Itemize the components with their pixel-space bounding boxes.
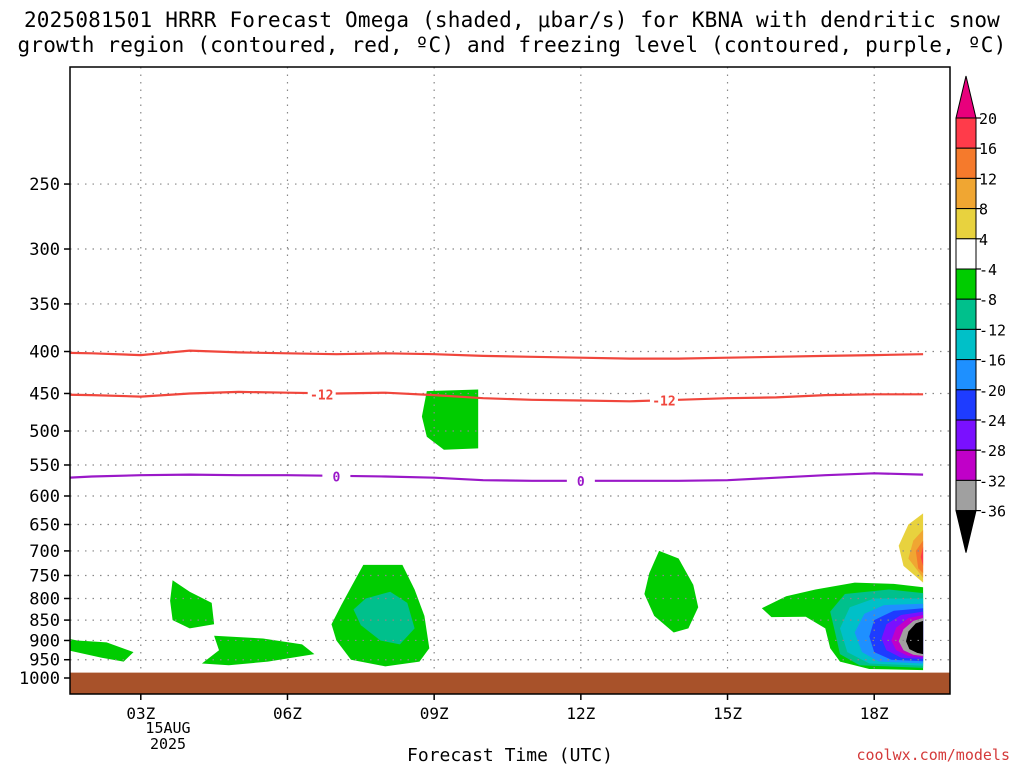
colorbar-label-12: 12 xyxy=(979,170,997,188)
colorbar-top-arrow xyxy=(955,75,977,119)
colorbar-label--8: -8 xyxy=(979,291,997,309)
omega-region-2 xyxy=(133,236,144,278)
colorbar-tile-0 xyxy=(955,117,977,149)
y-tick-label-300: 300 xyxy=(29,240,60,260)
x-tick-label-18Z: 18Z xyxy=(860,704,889,723)
x-tick-label-12Z: 12Z xyxy=(566,704,595,723)
ground-fill xyxy=(70,672,950,694)
colorbar: 20 16 12 8 4 -4 -8 -12 -16 -20 -24 -28 -32 -36 xyxy=(955,75,1006,553)
colorbar-label--28: -28 xyxy=(979,442,1006,460)
y-tick-label-450: 450 xyxy=(29,384,60,404)
colorbar-label--32: -32 xyxy=(979,472,1006,490)
y-tick-label-250: 250 xyxy=(29,175,60,195)
colorbar-label--24: -24 xyxy=(979,412,1006,430)
colorbar-label--12: -12 xyxy=(979,321,1006,339)
y-tick-label-1000: 1000 xyxy=(19,669,60,689)
omega-region-15 xyxy=(644,550,699,633)
omega-region-30 xyxy=(906,620,924,655)
omega-region-14 xyxy=(421,389,479,450)
omega-region-11 xyxy=(201,635,315,666)
omega-region-5 xyxy=(177,395,195,484)
dgz-contour-label-0: -12 xyxy=(310,388,333,403)
omega-region-10 xyxy=(70,639,134,662)
freezing-contour-label-bg-1 xyxy=(322,468,351,485)
y-tick-label-550: 550 xyxy=(29,456,60,476)
colorbar-tile-1 xyxy=(955,147,977,179)
omega-region-6 xyxy=(133,507,151,530)
colorbar-label-8: 8 xyxy=(979,201,988,219)
x-tick-label-15Z: 15Z xyxy=(713,704,742,723)
x-axis-label: Forecast Time (UTC) xyxy=(407,745,613,766)
omega-region-0 xyxy=(9,67,48,239)
x-axis: 03Z 06Z 09Z 12Z 15Z 18Z xyxy=(126,694,889,723)
ground-layer xyxy=(70,672,950,694)
colorbar-label--20: -20 xyxy=(979,382,1006,400)
y-tick-label-900: 900 xyxy=(29,631,60,651)
plot-frame xyxy=(69,66,951,695)
colorbar-tile-2 xyxy=(955,177,977,210)
colorbar-tile-7 xyxy=(955,328,977,361)
colorbar-label-16: 16 xyxy=(979,140,997,158)
colorbar-tile-3 xyxy=(955,208,977,240)
colorbar-tile-10 xyxy=(955,419,977,451)
x-tick-label-09Z: 09Z xyxy=(420,704,449,723)
date-label: 15AUG 2025 xyxy=(140,720,196,752)
freezing-contour-line-0 xyxy=(70,472,924,482)
y-tick-label-650: 650 xyxy=(29,516,60,536)
y-tick-label-350: 350 xyxy=(29,295,60,315)
omega-region-13 xyxy=(353,591,415,645)
colorbar-tile-9 xyxy=(955,389,977,421)
omega-region-9 xyxy=(170,580,215,629)
dgz-contour-label-bg-0 xyxy=(307,386,336,403)
y-tick-label-700: 700 xyxy=(29,542,60,562)
colorbar-tile-4 xyxy=(955,238,977,270)
colorbar-tile-8 xyxy=(955,359,977,391)
omega-region-21 xyxy=(920,546,924,566)
omega-region-16 xyxy=(918,314,924,402)
freezing-contour-label-bg-2 xyxy=(566,472,595,489)
chart-title-line-1: 2025081501 HRRR Forecast Omega (shaded, … xyxy=(23,8,1001,32)
y-tick-label-850: 850 xyxy=(29,611,60,631)
colorbar-label--36: -36 xyxy=(979,503,1006,521)
y-tick-label-750: 750 xyxy=(29,566,60,586)
contour-layer: -12 -120 0 0 xyxy=(70,349,924,490)
date-label-year: 2025 xyxy=(149,735,187,753)
freezing-contour-label-1: 0 xyxy=(332,470,340,485)
omega-region-4 xyxy=(204,323,224,384)
colorbar-label-4: 4 xyxy=(979,231,988,249)
colorbar-label--16: -16 xyxy=(979,352,1006,370)
date-label-day: 15AUG xyxy=(145,719,191,737)
dgz-contour-label-bg-1 xyxy=(649,392,678,409)
y-tick-label-400: 400 xyxy=(29,343,60,363)
colorbar-tile-5 xyxy=(955,268,977,300)
omega-region-3 xyxy=(157,108,185,310)
omega-region-1 xyxy=(126,67,139,155)
omega-region-7 xyxy=(275,545,295,576)
colorbar-bottom-arrow xyxy=(955,510,977,553)
y-tick-label-800: 800 xyxy=(29,589,60,609)
omega-region-8 xyxy=(70,576,80,606)
freezing-contour-label-2: 0 xyxy=(577,475,585,490)
dgz-contour-line--12 xyxy=(70,390,924,403)
colorbar-label-20: 20 xyxy=(979,110,997,128)
dgz-contour-label-1: -12 xyxy=(652,395,675,410)
credit-text: coolwx.com/models xyxy=(856,746,1010,764)
chart-title: 2025081501 HRRR Forecast Omega (shaded, … xyxy=(0,8,1024,58)
y-axis: 2503003504004505005506006507007508008509… xyxy=(19,175,70,689)
colorbar-tile-6 xyxy=(955,298,977,330)
y-tick-label-500: 500 xyxy=(29,422,60,442)
y-tick-label-950: 950 xyxy=(29,651,60,671)
colorbar-label--4: -4 xyxy=(979,261,997,279)
omega-region-20 xyxy=(915,540,924,574)
colorbar-tile-12 xyxy=(955,479,977,512)
dgz-contour-line- xyxy=(70,349,924,360)
colorbar-tile-11 xyxy=(955,449,977,481)
y-tick-label-600: 600 xyxy=(29,487,60,507)
omega-shading-layer xyxy=(9,67,924,671)
x-tick-label-06Z: 06Z xyxy=(273,704,302,723)
chart-title-line-2: growth region (contoured, red, ºC) and f… xyxy=(17,33,1007,57)
x-tick-label-03Z: 03Z xyxy=(126,704,155,723)
